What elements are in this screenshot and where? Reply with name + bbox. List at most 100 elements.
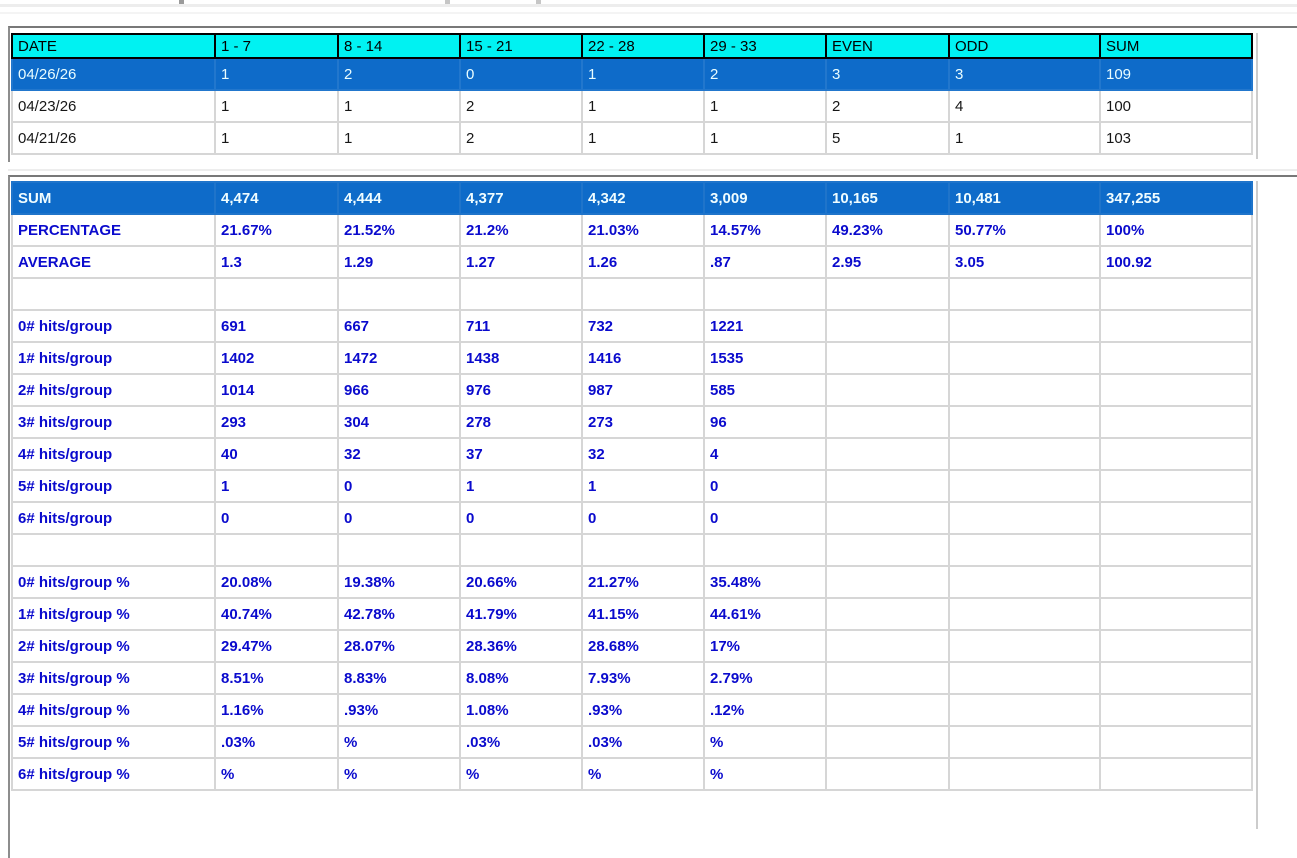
stat-row-label: AVERAGE	[11, 245, 216, 279]
stat-value-cell: 1.3	[214, 245, 339, 279]
column-header-date[interactable]: DATE	[11, 33, 216, 59]
stat-value-cell: 273	[581, 405, 705, 439]
stat-value-cell: 14.57%	[703, 213, 827, 247]
stat-value-cell	[825, 341, 950, 375]
clipped-artifact	[179, 0, 184, 4]
draw-value-cell: 3	[825, 57, 950, 91]
stat-value-cell: 1416	[581, 341, 705, 375]
stat-value-cell	[703, 533, 827, 567]
stat-value-cell: 2.95	[825, 245, 950, 279]
clipped-column-line	[1256, 181, 1258, 829]
stat-value-cell	[948, 501, 1101, 535]
stat-value-cell: .03%	[459, 725, 583, 759]
stat-value-cell: 21.27%	[581, 565, 705, 599]
stat-value-cell: 1.16%	[214, 693, 339, 727]
draw-value-cell: 1	[581, 57, 705, 91]
stat-value-cell	[1099, 725, 1253, 759]
stat-value-cell: 20.08%	[214, 565, 339, 599]
draw-value-cell: 2	[459, 121, 583, 155]
stat-value-cell	[1099, 405, 1253, 439]
stat-value-cell: .93%	[581, 693, 705, 727]
stat-value-cell: 4	[703, 437, 827, 471]
stat-value-cell	[825, 309, 950, 343]
draw-value-cell: 1	[703, 89, 827, 123]
stat-value-cell: 21.52%	[337, 213, 461, 247]
stat-value-cell: 0	[337, 469, 461, 503]
stat-row-6-hits-group: 6# hits/group 0 0 0 0 0	[11, 501, 1253, 535]
stat-value-cell: 44.61%	[703, 597, 827, 631]
stat-value-cell: 8.51%	[214, 661, 339, 695]
stat-value-cell: 7.93%	[581, 661, 705, 695]
stat-value-cell	[948, 565, 1101, 599]
stat-value-cell: 42.78%	[337, 597, 461, 631]
stat-row-label: 3# hits/group %	[11, 661, 216, 695]
stat-value-cell	[825, 469, 950, 503]
draw-value-cell: 1	[948, 121, 1101, 155]
stat-value-cell	[948, 373, 1101, 407]
column-header-8-14[interactable]: 8 - 14	[337, 33, 461, 59]
stat-value-cell	[459, 277, 583, 311]
stat-row-label: 4# hits/group %	[11, 693, 216, 727]
stat-row-3-hits-group: 3# hits/group 293 304 278 273 96	[11, 405, 1253, 439]
stat-value-cell: 1402	[214, 341, 339, 375]
column-header-1-7[interactable]: 1 - 7	[214, 33, 339, 59]
stat-value-cell	[1099, 501, 1253, 535]
stat-value-cell: 8.08%	[459, 661, 583, 695]
draw-value-cell: 1	[581, 89, 705, 123]
column-header-15-21[interactable]: 15 - 21	[459, 33, 583, 59]
stat-value-cell: 0	[337, 501, 461, 535]
stat-row-percentage: PERCENTAGE 21.67% 21.52% 21.2% 21.03% 14.57% 4…	[11, 213, 1253, 247]
stat-row-0-hits-group: 0# hits/group % 20.08% 19.38% 20.66% 21.27% 3…	[11, 565, 1253, 599]
draw-value-cell: 1	[337, 121, 461, 155]
draw-row-selected[interactable]: 04/26/26 1 2 0 1 2 3 3 109	[11, 57, 1253, 91]
column-header-odd[interactable]: ODD	[948, 33, 1101, 59]
column-header-even[interactable]: EVEN	[825, 33, 950, 59]
stat-value-cell	[948, 629, 1101, 663]
stat-row-6-hits-group: 6# hits/group %%%%%%	[11, 757, 1253, 791]
draw-value-cell: 0	[459, 57, 583, 91]
stat-value-cell	[337, 533, 461, 567]
stat-value-cell: 0	[459, 501, 583, 535]
draw-row[interactable]: 04/23/26 1 1 2 1 1 2 4 100	[11, 89, 1253, 123]
stat-value-cell: 41.79%	[459, 597, 583, 631]
stat-value-cell	[1099, 277, 1253, 311]
stat-row-2-hits-group: 2# hits/group 1014 966 976 987 585	[11, 373, 1253, 407]
stat-value-cell: 50.77%	[948, 213, 1101, 247]
stat-value-cell	[825, 757, 950, 791]
stat-value-cell: 40	[214, 437, 339, 471]
draw-row[interactable]: 04/21/26 1 1 2 1 1 5 1 103	[11, 121, 1253, 155]
stat-value-cell: 2.79%	[703, 661, 827, 695]
draw-value-cell: 3	[948, 57, 1101, 91]
stat-value-cell: 4,377	[459, 181, 583, 215]
stat-value-cell	[948, 437, 1101, 471]
stat-value-cell: 987	[581, 373, 705, 407]
stat-value-cell	[581, 533, 705, 567]
stat-row-0-hits-group: 0# hits/group 691 667 711 732 1221	[11, 309, 1253, 343]
stat-value-cell	[825, 437, 950, 471]
stat-value-cell	[948, 757, 1101, 791]
stat-row-label: 3# hits/group	[11, 405, 216, 439]
stat-value-cell	[1099, 373, 1253, 407]
stat-value-cell: 100.92	[1099, 245, 1253, 279]
column-header-22-28[interactable]: 22 - 28	[581, 33, 705, 59]
stat-value-cell	[825, 661, 950, 695]
draw-value-cell: 1	[214, 89, 339, 123]
stat-row-1-hits-group: 1# hits/group 1402 1472 1438 1416 1535	[11, 341, 1253, 375]
stat-value-cell	[948, 533, 1101, 567]
stat-value-cell: 4,342	[581, 181, 705, 215]
draw-value-cell: 103	[1099, 121, 1253, 155]
stat-row-label: PERCENTAGE	[11, 213, 216, 247]
stat-value-cell: 347,255	[1099, 181, 1253, 215]
column-header-29-33[interactable]: 29 - 33	[703, 33, 827, 59]
draw-value-cell: 5	[825, 121, 950, 155]
stat-value-cell	[825, 405, 950, 439]
stat-value-cell	[1099, 437, 1253, 471]
stat-value-cell	[214, 277, 339, 311]
stat-value-cell: 1	[581, 469, 705, 503]
stat-value-cell: 40.74%	[214, 597, 339, 631]
column-header-sum[interactable]: SUM	[1099, 33, 1253, 59]
stat-value-cell: 1.29	[337, 245, 461, 279]
